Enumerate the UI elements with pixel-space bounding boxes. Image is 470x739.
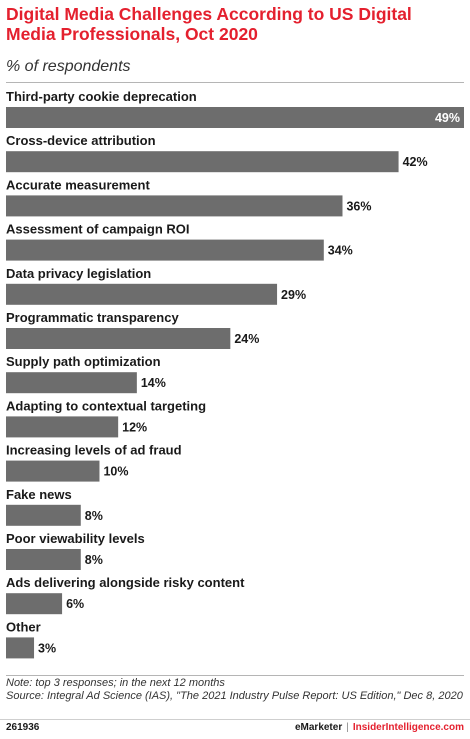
chart-title: Digital Media Challenges According to US… [6,4,412,44]
bar [6,637,35,659]
chart-notes: Note: top 3 responses; in the next 12 mo… [6,677,464,702]
bar [6,107,464,128]
brand-separator: | [346,722,349,733]
bar [6,504,81,526]
bar [6,239,324,261]
bar [6,195,343,217]
data-label: 8% [85,509,103,523]
bar [6,372,137,394]
category-label: Other [6,619,41,634]
bar [6,151,399,173]
brand-footer: eMarketer | InsiderIntelligence.com [295,722,464,733]
source-text: Source: Integral Ad Science (IAS), "The … [6,689,463,702]
data-label: 29% [281,288,306,302]
bar [6,283,278,305]
data-label: 10% [103,465,128,479]
chart-subtitle: % of respondents [6,58,131,75]
data-label: 42% [403,155,428,169]
emarketer-brand: eMarketer [294,722,343,733]
category-label: Third-party cookie deprecation [6,89,197,104]
data-label: 8% [85,553,103,567]
bar [6,328,231,349]
data-label: 34% [328,244,353,258]
category-label: Data privacy legislation [6,266,151,281]
category-label: Assessment of campaign ROI [6,222,190,237]
bottom-divider [6,675,464,676]
data-label: 6% [66,597,84,611]
insider-intelligence-link[interactable]: InsiderIntelligence.com [352,722,464,733]
category-label: Cross-device attribution [6,133,156,148]
category-label: Ads delivering alongside risky content [6,575,245,590]
category-label: Accurate measurement [6,177,150,192]
category-label: Adapting to contextual targeting [6,398,206,413]
note-text: Note: top 3 responses; in the next 12 mo… [6,677,225,689]
data-label: 36% [346,199,371,213]
category-label: Poor viewability levels [6,531,145,546]
data-label: 3% [38,641,56,655]
category-label: Supply path optimization [6,354,161,369]
chart-id: 261936 [6,722,40,733]
bar [6,416,119,438]
top-divider [6,82,464,83]
footer-divider [0,719,470,720]
category-label: Programmatic transparency [6,310,179,325]
data-label: 49% [435,111,460,125]
bar [6,549,81,570]
data-label: 24% [234,332,259,346]
bar [6,460,100,482]
bar [6,593,63,615]
category-label: Fake news [6,487,72,502]
category-label: Increasing levels of ad fraud [6,443,182,458]
bar-chart: Third-party cookie deprecation 49% Cross-d… [6,89,464,659]
data-label: 14% [141,376,166,390]
data-label: 12% [122,420,147,434]
